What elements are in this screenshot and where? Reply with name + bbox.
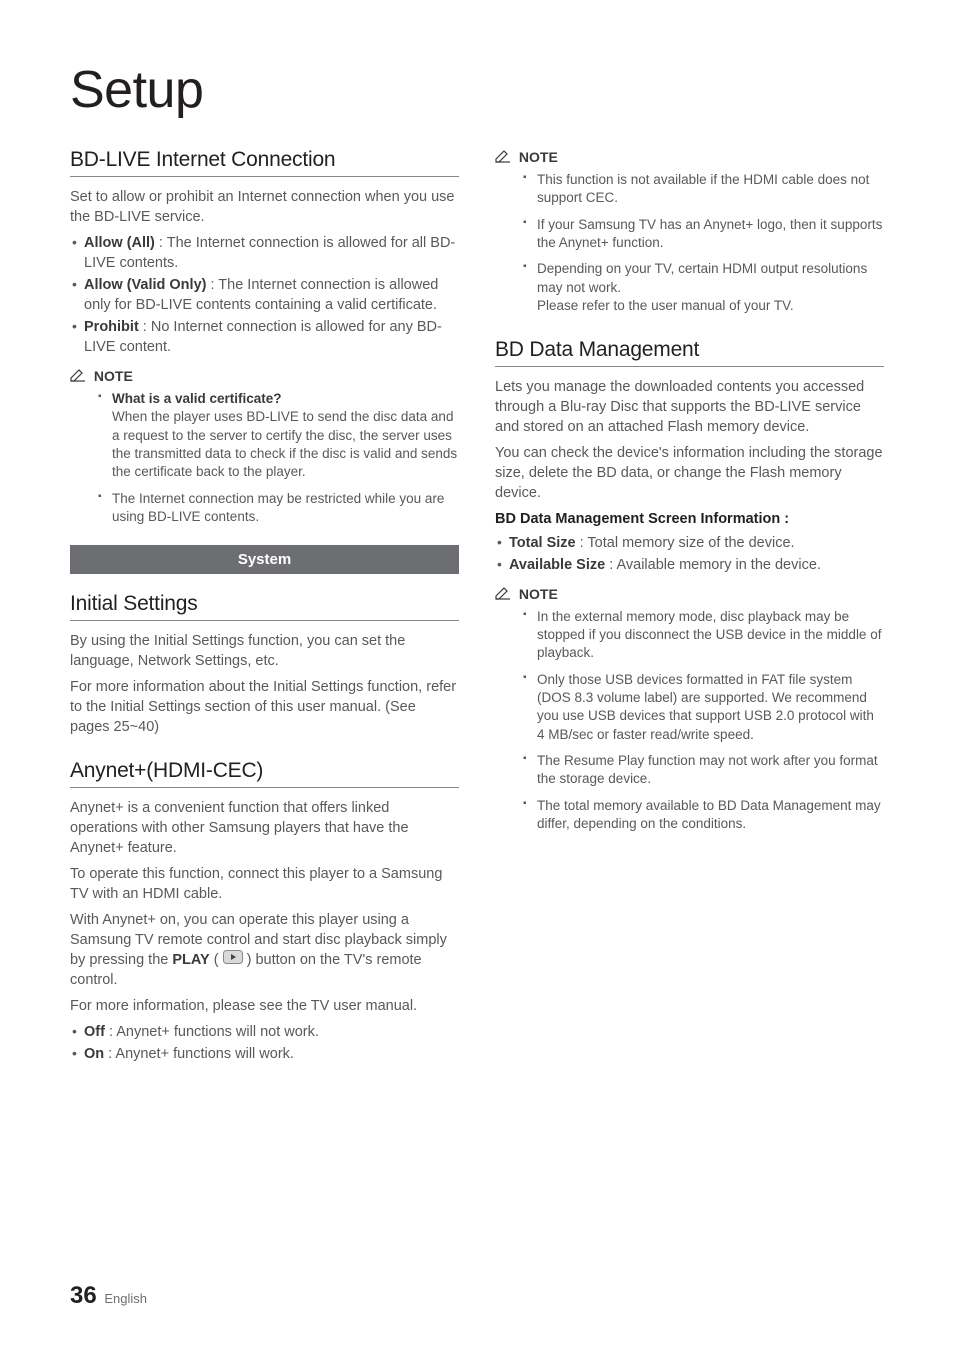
item-text: : Anynet+ functions will work. <box>104 1046 294 1062</box>
note-text: The Resume Play function may not work af… <box>537 753 878 786</box>
pencil-icon <box>70 368 86 385</box>
note-label: NOTE <box>94 368 133 384</box>
list-item: Available Size : Available memory in the… <box>495 555 884 575</box>
item-label: Total Size <box>509 535 576 551</box>
list-item: In the external memory mode, disc playba… <box>523 608 884 663</box>
note-text: Only those USB devices formatted in FAT … <box>537 672 874 742</box>
bdlive-intro: Set to allow or prohibit an Internet con… <box>70 187 459 227</box>
bdlive-notes: What is a valid certificate? When the pl… <box>70 390 459 527</box>
bdlive-heading: BD-LIVE Internet Connection <box>70 148 459 172</box>
bddata-list: Total Size : Total memory size of the de… <box>495 533 884 575</box>
page-number: 36 <box>70 1282 97 1309</box>
anynet-notes: This function is not available if the HD… <box>495 171 884 316</box>
initial-p2: For more information about the Initial S… <box>70 677 459 737</box>
note-text: In the external memory mode, disc playba… <box>537 609 881 661</box>
list-item: Only those USB devices formatted in FAT … <box>523 671 884 744</box>
list-item: Allow (All) : The Internet connection is… <box>70 233 459 273</box>
bddata-p1: Lets you manage the downloaded contents … <box>495 377 884 437</box>
bddata-subhead: BD Data Management Screen Information : <box>495 511 884 527</box>
item-label: Off <box>84 1024 105 1040</box>
pencil-icon <box>495 149 511 166</box>
item-label: Allow (All) <box>84 235 155 251</box>
note-text: Depending on your TV, certain HDMI outpu… <box>537 261 867 294</box>
content-columns: BD-LIVE Internet Connection Set to allow… <box>70 148 884 1074</box>
list-item: If your Samsung TV has an Anynet+ logo, … <box>523 216 884 253</box>
note-text: This function is not available if the HD… <box>537 172 869 205</box>
list-item: The Resume Play function may not work af… <box>523 752 884 789</box>
bdlive-list: Allow (All) : The Internet connection is… <box>70 233 459 357</box>
item-label: Available Size <box>509 557 605 573</box>
item-text: : Anynet+ functions will not work. <box>105 1024 319 1040</box>
page-footer: 36 English <box>70 1282 147 1310</box>
list-item: Off : Anynet+ functions will not work. <box>70 1022 459 1042</box>
item-label: On <box>84 1046 104 1062</box>
bddata-heading: BD Data Management <box>495 338 884 362</box>
note-heading: NOTE <box>70 367 459 384</box>
left-column: BD-LIVE Internet Connection Set to allow… <box>70 148 459 1074</box>
note-text2: Please refer to the user manual of your … <box>537 298 794 313</box>
list-item: Allow (Valid Only) : The Internet connec… <box>70 275 459 315</box>
item-label: Allow (Valid Only) <box>84 277 206 293</box>
play-label: PLAY <box>172 952 209 968</box>
play-icon <box>223 950 243 970</box>
list-item: What is a valid certificate? When the pl… <box>98 390 459 482</box>
item-label: Prohibit <box>84 319 139 335</box>
rule <box>495 366 884 367</box>
list-item: Prohibit : No Internet connection is all… <box>70 317 459 357</box>
list-item: Total Size : Total memory size of the de… <box>495 533 884 553</box>
page-title: Setup <box>70 60 884 120</box>
note-text: If your Samsung TV has an Anynet+ logo, … <box>537 217 882 250</box>
page-lang: English <box>104 1291 147 1306</box>
list-item: The total memory available to BD Data Ma… <box>523 797 884 834</box>
anynet-p1: Anynet+ is a convenient function that of… <box>70 798 459 858</box>
note-text: When the player uses BD-LIVE to send the… <box>112 409 457 479</box>
rule <box>70 787 459 788</box>
system-bar: System <box>70 545 459 574</box>
rule <box>70 620 459 621</box>
note-bold: What is a valid certificate? <box>112 390 459 408</box>
rule <box>70 176 459 177</box>
pencil-icon <box>495 586 511 603</box>
anynet-p3: With Anynet+ on, you can operate this pl… <box>70 910 459 990</box>
bddata-p2: You can check the device's information i… <box>495 443 884 503</box>
list-item: Depending on your TV, certain HDMI outpu… <box>523 260 884 315</box>
anynet-p2: To operate this function, connect this p… <box>70 864 459 904</box>
note-label: NOTE <box>519 586 558 602</box>
list-item: On : Anynet+ functions will work. <box>70 1044 459 1064</box>
anynet-list: Off : Anynet+ functions will not work. O… <box>70 1022 459 1064</box>
note-text: The total memory available to BD Data Ma… <box>537 798 881 831</box>
item-text: : Available memory in the device. <box>605 557 821 573</box>
initial-p1: By using the Initial Settings function, … <box>70 631 459 671</box>
note-heading: NOTE <box>495 585 884 602</box>
list-item: This function is not available if the HD… <box>523 171 884 208</box>
anynet-heading: Anynet+(HDMI-CEC) <box>70 759 459 783</box>
item-text: : Total memory size of the device. <box>576 535 795 551</box>
right-column: NOTE This function is not available if t… <box>495 148 884 1074</box>
note-label: NOTE <box>519 149 558 165</box>
anynet-p4: For more information, please see the TV … <box>70 996 459 1016</box>
anynet-parens: ( <box>214 952 223 968</box>
initial-heading: Initial Settings <box>70 592 459 616</box>
list-item: The Internet connection may be restricte… <box>98 490 459 527</box>
note-heading: NOTE <box>495 148 884 165</box>
bddata-notes: In the external memory mode, disc playba… <box>495 608 884 834</box>
note-text: The Internet connection may be restricte… <box>112 491 444 524</box>
